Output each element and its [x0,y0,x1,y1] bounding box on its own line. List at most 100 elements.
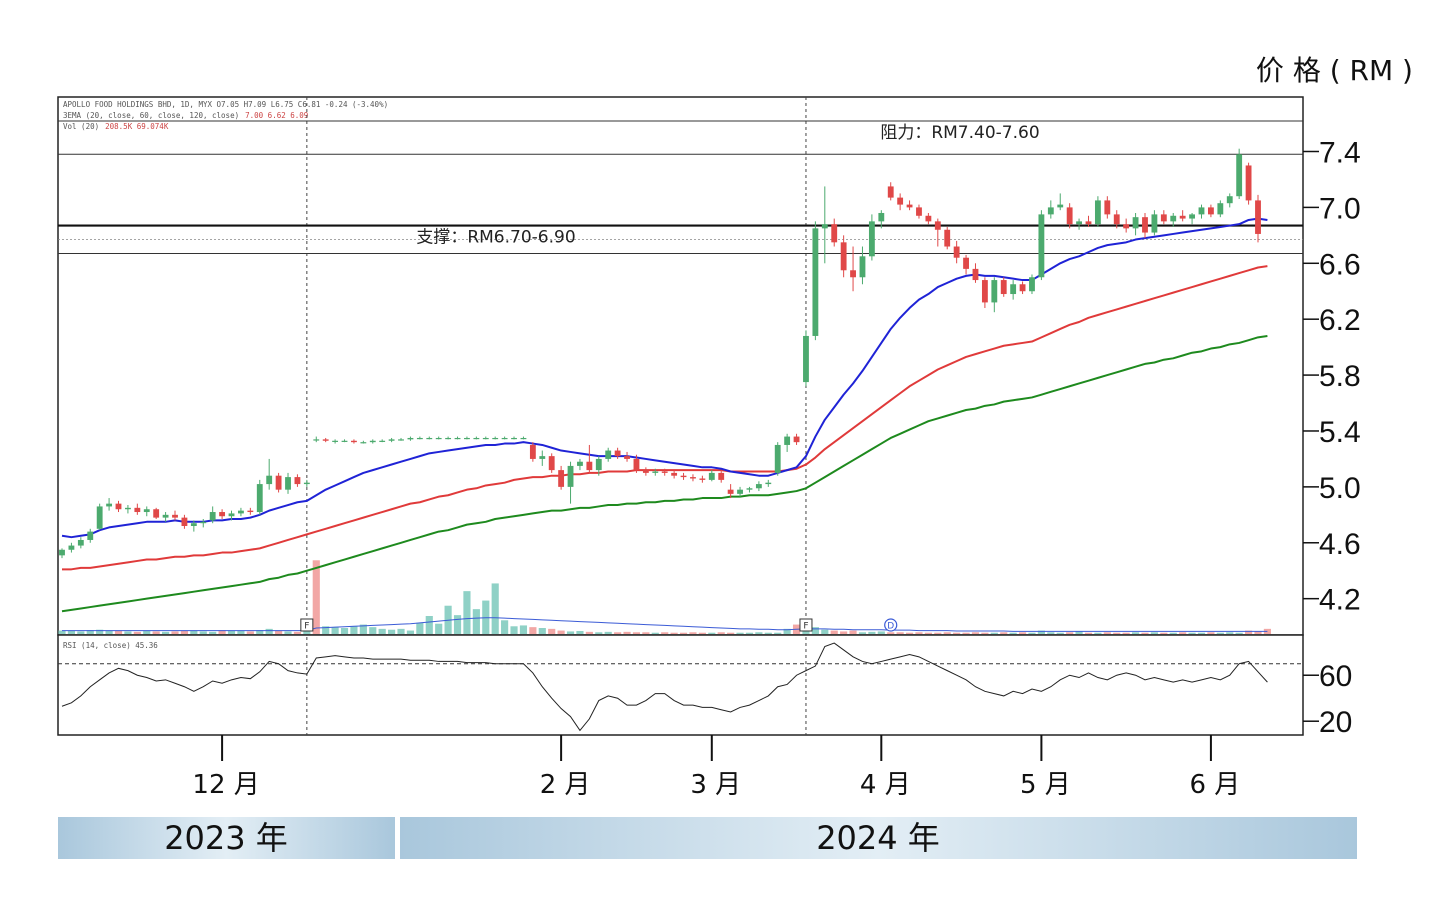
candle-body [1104,200,1111,215]
volume-bar [1066,632,1074,634]
candle-body [341,440,348,442]
ema-120-line [61,334,1268,613]
candle-body [426,437,433,440]
volume-bar [491,583,499,634]
candle-body [181,517,188,527]
candle-body [690,477,696,479]
candle-body [59,549,65,556]
candle-body [473,437,480,440]
volume-bar [340,628,349,634]
volume-bar [604,631,612,634]
year-2024-band [400,817,1357,859]
volume-bar [209,631,217,634]
volume-bar [934,632,942,634]
rsi-line [61,642,1268,732]
candle-body [303,482,310,485]
candle-body [266,475,273,485]
price-tick-label: 4.6 [1319,528,1361,561]
candle-body [388,439,395,441]
volume-bar [849,630,857,634]
volume-bar [67,631,75,634]
volume-bar [397,628,405,634]
candle-body [1085,221,1092,225]
price-tick-label: 6.2 [1319,304,1361,337]
volume-bar [877,631,885,634]
candle-body [633,458,640,471]
volume-bar [180,631,189,634]
volume-bar [1131,632,1140,634]
candle-body [200,521,207,524]
candle-body [125,507,131,510]
candle-body [398,439,404,441]
candle-body [850,270,856,278]
volume-bar [868,631,876,634]
candle-body [708,472,715,480]
volume-bar [293,631,302,634]
volume-bar [435,623,443,634]
volume-bar [378,628,386,634]
candle-body [1132,217,1139,229]
volume-bar [971,632,980,634]
volume-bar [1235,632,1243,634]
month-tick-label: 6 月 [1190,770,1241,800]
candle-body [435,437,442,440]
price-tick-label: 4.2 [1319,584,1361,617]
volume-bar [463,591,471,634]
volume-bar [1245,630,1253,634]
volume-bar [538,628,546,634]
candle-body [906,204,913,208]
volume-bar [811,627,819,634]
volume-bar [227,631,236,634]
annotations: 阻力：RM7.40-7.60 支撑：RM6.70-6.90 [416,123,1039,248]
volume-average-line [62,617,1268,632]
candle-body [831,224,838,243]
volume-bar [256,630,264,634]
volume-bar [981,632,989,634]
candle-body [765,482,772,485]
volume-bar [1103,632,1111,634]
candle-body [172,514,178,518]
candle-body [322,439,329,441]
candle-body [897,197,904,205]
candle-body [454,437,461,440]
candle-body [228,513,235,517]
volume-bar [1216,632,1224,634]
candle-body [1189,214,1195,219]
volume-bar [425,616,433,634]
candle-body [1057,204,1064,208]
candle-body [96,506,103,529]
ema-20-line [61,217,1268,539]
legend-block: APOLLO FOOD HOLDINGS BHD, 1D, MYX O7.05 … [63,100,388,650]
volume-bar [670,632,678,634]
candle-body [624,456,630,459]
volume-bar [651,632,659,634]
candle-body [294,477,301,485]
volume-bar [990,632,998,634]
candle-body [586,461,593,471]
vol-legend-prefix: Vol (20) [63,122,99,131]
volume-bar [275,631,283,634]
candle-body [1151,214,1158,233]
rsi-tick-label: 60 [1319,660,1352,693]
resistance-label: 阻力：RM7.40-7.60 [880,123,1039,143]
volume-bar [1113,632,1121,634]
volume-bar [171,631,179,634]
volume-bar [1188,632,1196,634]
candle-body [482,437,489,440]
year-band: 2023 年 2024 年 [58,817,1357,859]
candle-body [793,436,800,443]
volume-bar [1179,632,1187,634]
volume-bar [406,630,415,634]
volume-bar [190,630,198,634]
volume-bar [133,631,141,634]
candle-body [511,437,517,440]
candle-body [1113,214,1120,225]
volume-bar [905,632,914,634]
candle-body [351,440,357,443]
candle-body [755,484,762,489]
volume-bar [284,631,292,634]
month-tick-label: 3 月 [690,770,741,800]
volume-bar [953,632,961,634]
volume-bar [943,632,951,634]
